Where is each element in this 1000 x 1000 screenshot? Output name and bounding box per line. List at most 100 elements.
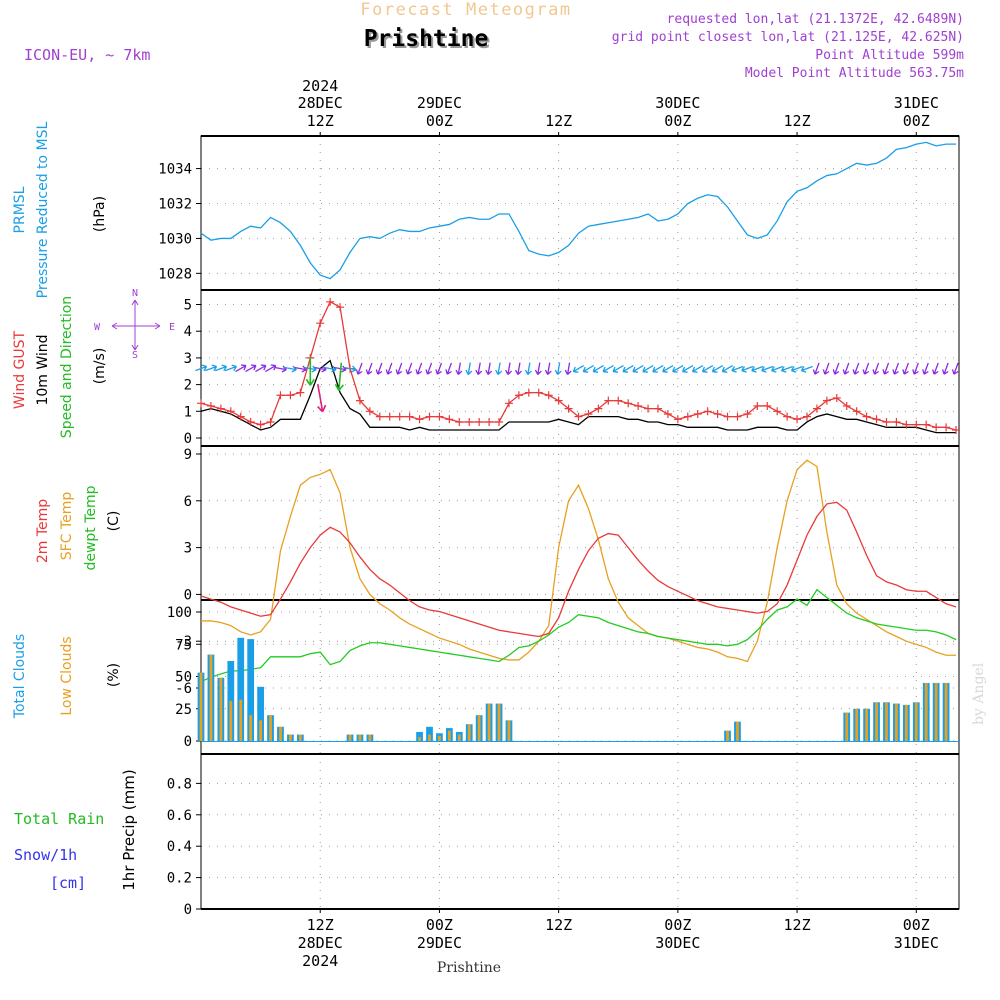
gust-marker	[604, 396, 613, 405]
top-axis-hour: 00Z	[903, 112, 930, 130]
low-cloud-bar	[944, 682, 948, 741]
wind-arrow-shape	[862, 362, 870, 375]
wind-direction-arrow	[475, 362, 483, 375]
pressure-label-2: Pressure Reduced to MSL	[35, 121, 51, 298]
pressure-label-1: PRMSL	[12, 186, 28, 233]
wind-direction-arrow	[524, 362, 532, 375]
wind-direction-arrow	[941, 362, 949, 375]
wind-arrow-shape	[455, 362, 463, 375]
low-cloud-bar	[845, 712, 849, 741]
wind-arrow-shape	[465, 362, 473, 375]
wind-arrow-shape	[780, 365, 793, 373]
wind-direction-arrow	[721, 365, 734, 373]
wind-arrow-shape	[912, 362, 919, 375]
compass-rose: W E N S	[94, 288, 175, 361]
gust-marker	[703, 407, 712, 416]
compass-arrowheads	[111, 299, 161, 351]
gust-marker	[475, 417, 484, 426]
peak-wind-arrow	[334, 362, 344, 392]
top-axis-hour: 12Z	[307, 112, 334, 130]
y-tick-label: -3	[175, 634, 192, 650]
wind-arrow-shape	[812, 362, 820, 375]
pressure-line	[200, 141, 957, 280]
gust-marker	[514, 391, 523, 400]
cloud-unit: (%)	[106, 663, 122, 687]
wind-direction-arrow	[235, 364, 247, 373]
wind-arrow-shape	[554, 362, 562, 375]
panel-frame	[200, 135, 960, 291]
pressure-unit: (hPa)	[92, 196, 108, 232]
credit-watermark: by Angel	[971, 662, 987, 725]
gust-marker	[455, 417, 464, 426]
bottom-axis-date: 30DEC	[655, 934, 700, 952]
wind-arrow-shape	[701, 365, 714, 373]
wind-direction-arrow	[741, 365, 754, 373]
wind-direction-arrow	[255, 364, 267, 373]
wind-direction-arrow	[751, 365, 764, 373]
gust-marker	[246, 417, 255, 426]
wind-arrow-shape	[761, 365, 774, 373]
wind-arrow-shape	[602, 365, 614, 373]
wind-arrow-shape	[711, 365, 724, 373]
wind-arrow-shape	[721, 365, 734, 373]
wind-direction-arrow	[902, 362, 910, 375]
wind-direction-arrow	[343, 365, 357, 373]
wind-direction-arrow	[265, 364, 277, 373]
wind-direction-arrow	[832, 362, 840, 375]
low-cloud-bar	[875, 702, 878, 741]
wind-direction-arrow	[812, 362, 820, 375]
gust-marker	[256, 420, 265, 429]
gust-marker	[922, 420, 931, 429]
snow-unit: [cm]	[50, 874, 86, 892]
gust-marker	[653, 404, 662, 413]
low-cloud-bar	[885, 702, 888, 741]
low-cloud-bar	[457, 734, 461, 741]
wind-direction-arrow	[842, 362, 850, 375]
y-tick-label: 25	[175, 702, 192, 718]
gust-marker	[206, 401, 215, 410]
low-cloud-bar	[269, 715, 272, 741]
wind-direction-arrow	[771, 365, 784, 373]
low-cloud-bar	[368, 734, 372, 741]
wind-direction-arrow	[435, 362, 443, 375]
gust-marker	[336, 303, 345, 312]
dewpt-label: dewpt Temp	[83, 485, 99, 570]
wind-direction-arrow	[544, 362, 552, 375]
wind-direction-arrow	[882, 362, 890, 375]
station-name: Prishtine	[364, 26, 489, 52]
gust-marker	[743, 409, 752, 418]
y-tick-label: 5	[184, 298, 192, 314]
wind-direction-arrow	[862, 362, 870, 375]
peak-arrow-shape	[305, 357, 315, 386]
gust-marker	[574, 412, 583, 421]
gust-marker	[723, 412, 732, 421]
gust-marker	[773, 407, 782, 416]
y-tick-label: 6	[184, 494, 192, 510]
gust-marker	[644, 404, 653, 413]
temp-unit: (C)	[106, 511, 122, 532]
gust-marker	[713, 409, 722, 418]
wind-arrow-shape	[205, 364, 218, 372]
gust-marker	[673, 415, 682, 424]
wind-direction-arrow	[355, 362, 363, 375]
top-axis-date: 31DEC	[894, 94, 939, 112]
wind-direction-arrow	[385, 362, 393, 375]
wind-direction-arrow	[415, 362, 423, 375]
dewpt-line	[200, 588, 957, 683]
gust-marker	[226, 407, 235, 416]
low-cloud-bar	[348, 734, 352, 741]
wind-direction-arrow	[892, 362, 900, 375]
wind-direction-arrow	[780, 365, 793, 373]
wind-arrow-shape	[365, 362, 373, 375]
wind-arrow-shape	[951, 362, 959, 375]
y-tick-label: 3	[184, 351, 192, 367]
wind-direction-arrow	[445, 362, 453, 375]
y-tick-label: -6	[175, 681, 192, 697]
wind-arrow-shape	[681, 365, 694, 373]
low-cloud-bar	[358, 734, 362, 741]
wind-direction-arrow	[852, 362, 860, 375]
gust-marker	[624, 399, 633, 408]
gust-marker	[683, 412, 692, 421]
wind-direction-arrow	[672, 365, 684, 373]
